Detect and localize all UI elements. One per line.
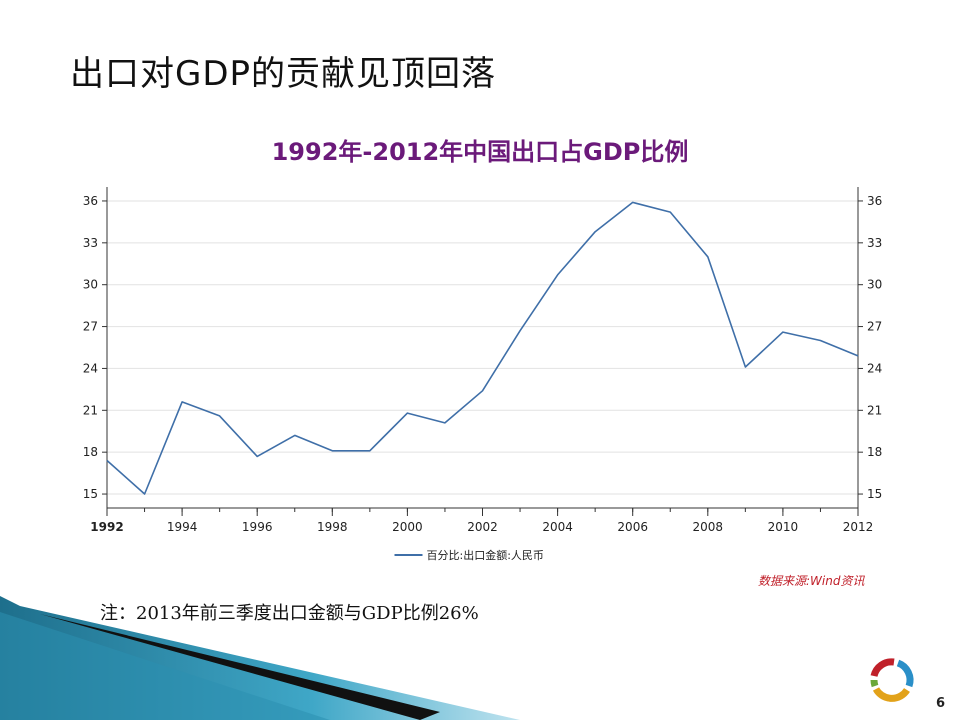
y-tick-label: 18	[83, 445, 98, 459]
x-tick-label: 1994	[167, 520, 198, 534]
chart-title: 1992年-2012年中国出口占GDP比例	[271, 138, 689, 166]
footnote: 注：2013年前三季度出口金额与GDP比例26%	[100, 603, 479, 624]
x-tick-label: 2004	[542, 520, 573, 534]
decorative-swoosh	[0, 596, 520, 720]
y-tick-label: 27	[83, 320, 98, 334]
y-tick-label: 36	[83, 194, 98, 208]
data-source-note: 数据来源:Wind资讯	[758, 574, 865, 588]
legend-label: 百分比:出口金额:人民币	[427, 548, 544, 562]
y-tick-label: 15	[83, 487, 98, 501]
x-tick-label: 1996	[242, 520, 273, 534]
x-tick-label: 1998	[317, 520, 348, 534]
x-tick-label: 2006	[617, 520, 648, 534]
x-tick-label: 2008	[693, 520, 724, 534]
x-tick-label: 2012	[843, 520, 874, 534]
brand-logo	[870, 658, 914, 702]
x-tick-label: 2002	[467, 520, 498, 534]
slide-title: 出口对GDP的贡献见顶回落	[70, 54, 497, 94]
y-tick-label-right: 33	[867, 236, 882, 250]
y-tick-label-right: 15	[867, 487, 882, 501]
y-tick-label-right: 24	[867, 361, 882, 375]
y-tick-label-right: 27	[867, 320, 882, 334]
x-tick-label: 2010	[768, 520, 799, 534]
series-line	[106, 201, 859, 495]
y-tick-label: 30	[83, 278, 98, 292]
x-tick-label: 2000	[392, 520, 423, 534]
y-tick-label-right: 18	[867, 445, 882, 459]
page-number: 6	[936, 696, 946, 711]
y-tick-label: 33	[83, 236, 98, 250]
y-tick-label: 24	[83, 361, 98, 375]
y-tick-label-right: 36	[867, 194, 882, 208]
y-tick-label-right: 30	[867, 278, 882, 292]
y-tick-label-right: 21	[867, 403, 882, 417]
y-tick-label: 21	[83, 403, 98, 417]
x-tick-label: 1992	[90, 520, 123, 534]
